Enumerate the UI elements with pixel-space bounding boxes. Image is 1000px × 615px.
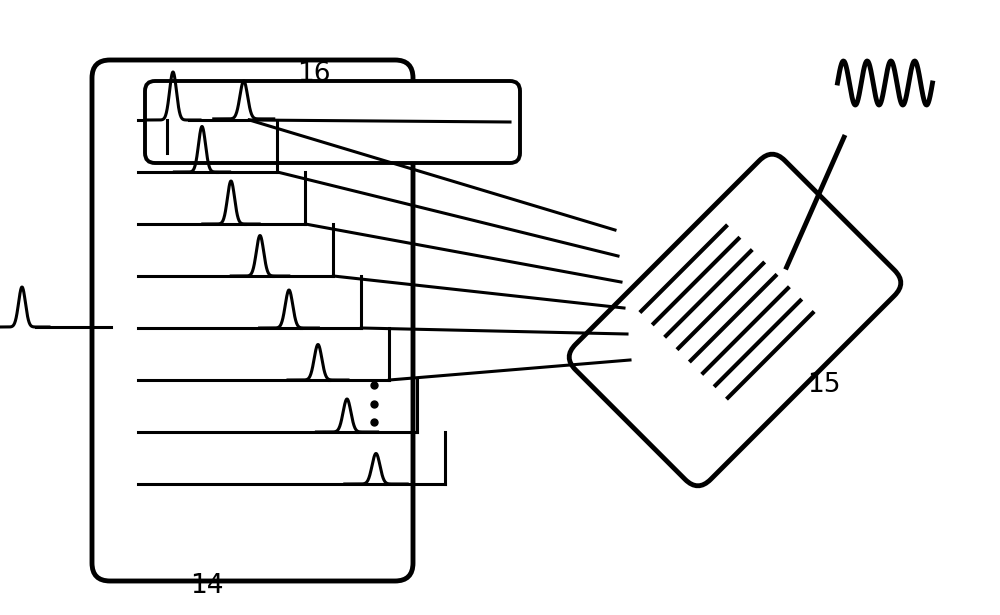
Text: 15: 15 (807, 372, 840, 398)
FancyBboxPatch shape (569, 154, 901, 486)
FancyBboxPatch shape (145, 81, 520, 163)
Text: 16: 16 (297, 61, 330, 87)
Text: 14: 14 (190, 573, 223, 599)
FancyBboxPatch shape (92, 60, 413, 581)
